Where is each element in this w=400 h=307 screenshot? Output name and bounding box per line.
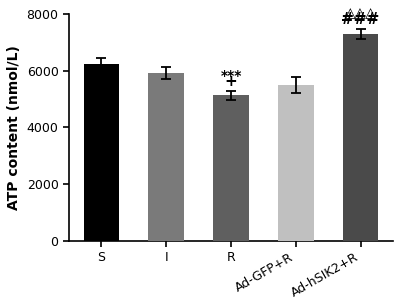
Bar — [148, 73, 184, 241]
Bar — [343, 34, 378, 241]
Text: +: + — [225, 74, 237, 89]
Bar — [84, 64, 119, 241]
Bar — [278, 85, 314, 241]
Text: △△△: △△△ — [344, 7, 376, 21]
Bar — [213, 95, 249, 241]
Text: ###: ### — [341, 12, 380, 27]
Text: ***: *** — [220, 69, 242, 83]
Y-axis label: ATP content (nmol/L): ATP content (nmol/L) — [7, 45, 21, 210]
